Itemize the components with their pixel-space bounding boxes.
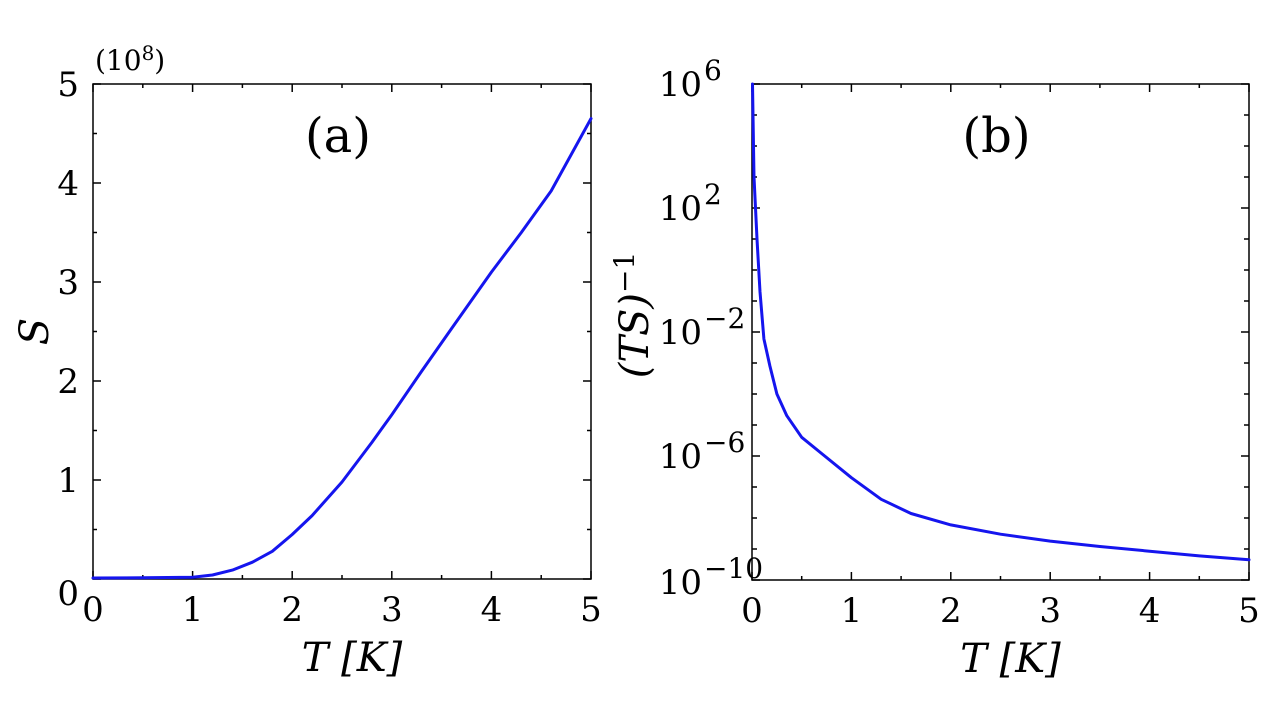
x-tick-label: 5 xyxy=(580,590,602,630)
x-tick-label: 4 xyxy=(1139,591,1161,631)
y-tick-label: 10 xyxy=(659,437,702,477)
y-tick-label: 3 xyxy=(57,263,79,303)
y-multiplier-label: (108) xyxy=(95,41,165,77)
y-axis-label: (TS)−1 xyxy=(608,252,658,379)
data-curve xyxy=(91,117,593,580)
x-tick-label: 2 xyxy=(281,590,303,630)
x-tick-label: 5 xyxy=(1238,591,1260,631)
y-tick-label-exponent: −2 xyxy=(704,302,745,335)
x-tick-label: 0 xyxy=(741,591,763,631)
y-tick-label: 10 xyxy=(659,189,702,229)
y-tick-label: 10 xyxy=(659,563,702,603)
panel-label: (b) xyxy=(962,108,1030,164)
x-tick-label: 2 xyxy=(940,591,962,631)
x-tick-label: 1 xyxy=(841,591,863,631)
x-tick-label: 3 xyxy=(381,590,403,630)
y-tick-label: 0 xyxy=(57,574,79,614)
y-tick-label-exponent: −10 xyxy=(704,552,763,585)
y-tick-label-exponent: 6 xyxy=(704,54,722,87)
y-tick-label: 10 xyxy=(659,313,702,353)
y-tick-label-exponent: −6 xyxy=(704,426,745,459)
y-tick-label: 5 xyxy=(57,65,79,105)
x-tick-label: 3 xyxy=(1039,591,1061,631)
y-tick-label: 2 xyxy=(57,362,79,402)
y-tick-label: 10 xyxy=(659,65,702,105)
x-tick-label: 1 xyxy=(182,590,204,630)
panel-a-chart: 0 1 2 3 4 5 0 1 2 3 4 5 (a) T [K] S (108) xyxy=(12,41,602,681)
x-axis-label: T [K] xyxy=(960,636,1061,682)
x-axis-label: T [K] xyxy=(302,635,403,681)
x-tick-label: 0 xyxy=(82,590,104,630)
x-tick-label: 4 xyxy=(481,590,503,630)
panel-label: (a) xyxy=(305,108,371,164)
y-tick-label: 1 xyxy=(57,461,79,501)
y-tick-label-exponent: 2 xyxy=(704,178,722,211)
y-axis-label: S xyxy=(12,318,58,345)
y-tick-label: 4 xyxy=(57,164,79,204)
data-curve xyxy=(751,82,1251,562)
